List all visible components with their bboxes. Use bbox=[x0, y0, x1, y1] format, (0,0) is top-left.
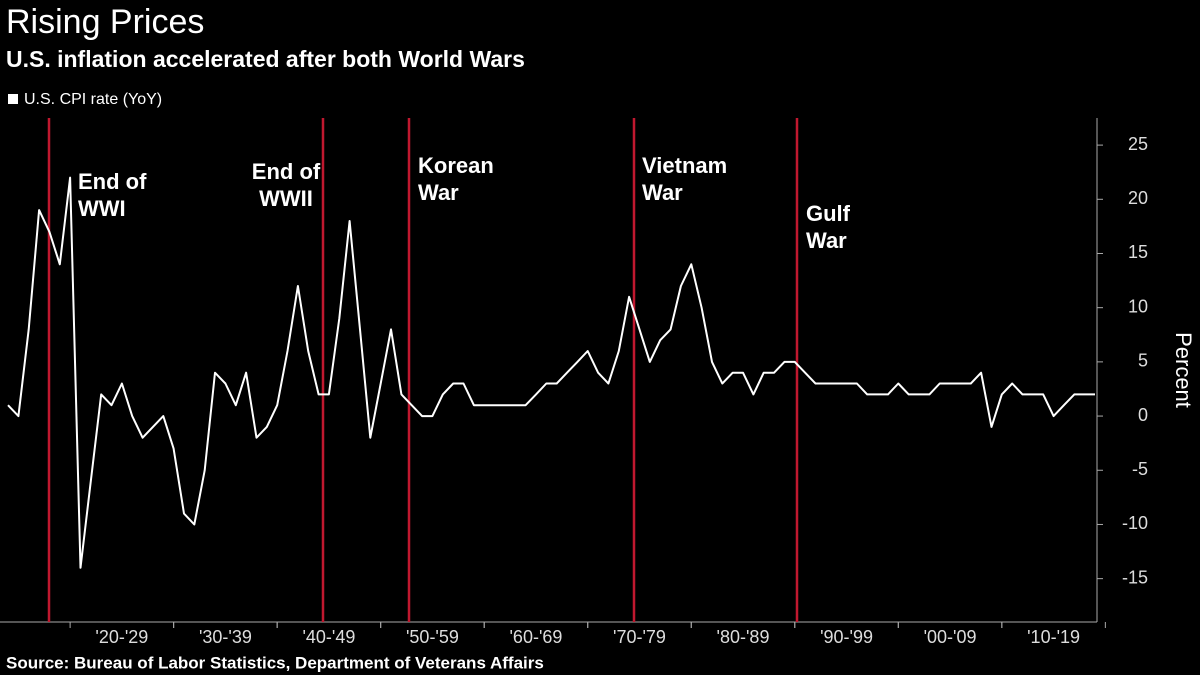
legend-swatch bbox=[8, 94, 18, 104]
annotation-label: End of bbox=[78, 169, 147, 194]
x-tick-label: '80-'89 bbox=[717, 627, 770, 647]
y-tick-label: 25 bbox=[1128, 134, 1148, 154]
x-tick-label: '10-'19 bbox=[1027, 627, 1080, 647]
annotation-label: Vietnam bbox=[642, 153, 727, 178]
legend-label: U.S. CPI rate (YoY) bbox=[24, 91, 162, 108]
source: Source: Bureau of Labor Statistics, Depa… bbox=[6, 653, 544, 672]
x-tick-label: '60-'69 bbox=[510, 627, 563, 647]
annotation-label: War bbox=[418, 180, 459, 205]
annotation-label: WWII bbox=[259, 186, 313, 211]
y-tick-label: 15 bbox=[1128, 242, 1148, 262]
chart-title: Rising Prices bbox=[6, 3, 204, 41]
annotation-label: Gulf bbox=[806, 201, 851, 226]
x-tick-label: '40-'49 bbox=[302, 627, 355, 647]
annotation-label: War bbox=[642, 180, 683, 205]
x-tick-label: '30-'39 bbox=[199, 627, 252, 647]
annotation-label: War bbox=[806, 228, 847, 253]
x-tick-label: '70-'79 bbox=[613, 627, 666, 647]
x-tick-label: '90-'99 bbox=[820, 627, 873, 647]
x-tick-label: '20-'29 bbox=[95, 627, 148, 647]
y-tick-label: -10 bbox=[1122, 513, 1148, 533]
y-tick-label: -15 bbox=[1122, 567, 1148, 587]
y-tick-label: 5 bbox=[1138, 351, 1148, 371]
annotation-label: End of bbox=[252, 159, 321, 184]
data-line bbox=[7, 176, 1095, 569]
y-tick-label: 0 bbox=[1138, 405, 1148, 425]
annotation-label: Korean bbox=[418, 153, 494, 178]
chart-subtitle: U.S. inflation accelerated after both Wo… bbox=[6, 46, 525, 72]
y-tick-label: 10 bbox=[1128, 296, 1148, 316]
y-tick-label: 20 bbox=[1128, 188, 1148, 208]
y-axis-label: Percent bbox=[1171, 332, 1196, 408]
x-tick-label: '50-'59 bbox=[406, 627, 459, 647]
y-tick-label: -5 bbox=[1132, 459, 1148, 479]
annotation-label: WWI bbox=[78, 196, 126, 221]
x-tick-label: '00-'09 bbox=[924, 627, 977, 647]
